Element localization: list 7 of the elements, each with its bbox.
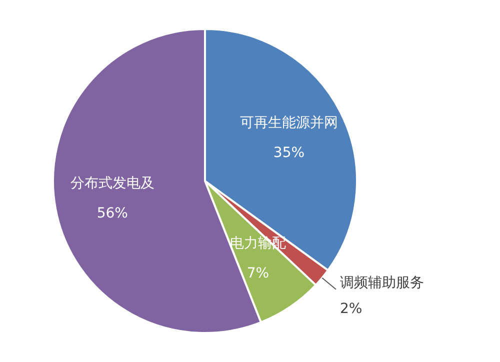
data-label: 7% <box>246 266 270 282</box>
data-label: 2% <box>340 301 362 318</box>
slice-label: 分布式发电及 <box>70 175 154 192</box>
data-label: 56% <box>96 205 128 222</box>
slice-label: 可再生能源并网 <box>240 114 338 131</box>
data-label: 35% <box>273 144 305 161</box>
slice-label: 调频辅助服务 <box>340 275 424 292</box>
